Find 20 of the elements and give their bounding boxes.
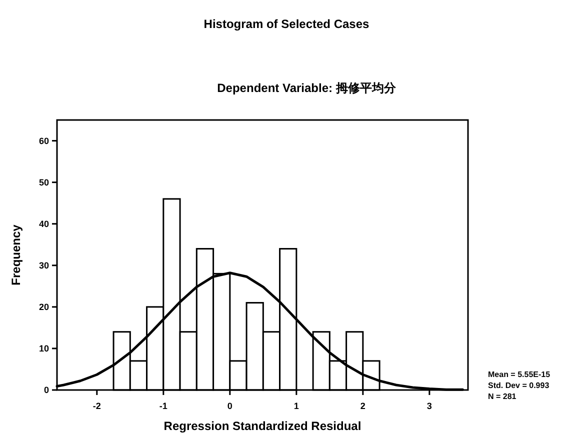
- y-tick-label: 20: [38, 302, 49, 312]
- chart-title: Histogram of Selected Cases: [204, 17, 370, 31]
- y-tick-label: 40: [38, 218, 49, 229]
- y-tick-label: 10: [38, 343, 49, 354]
- x-tick-label: 0: [227, 401, 232, 411]
- text: Mean = 5.55E-15: [488, 370, 551, 379]
- x-tick-label: 1: [294, 401, 299, 411]
- x-tick-label: 3: [426, 401, 432, 411]
- y-axis-title: Frequency: [9, 224, 23, 286]
- y-tick-label: 50: [38, 177, 49, 188]
- y-tick-label: 0: [44, 385, 49, 395]
- x-tick-label: -1: [159, 401, 168, 411]
- x-axis-title: Regression Standardized Residual: [164, 419, 362, 433]
- y-tick-label: 60: [38, 136, 49, 146]
- text: Std. Dev = 0.993: [488, 381, 550, 390]
- text: N = 281: [488, 392, 517, 401]
- chart-subtitle: Dependent Variable: 拇修平均分: [217, 81, 397, 95]
- x-tick-label: 2: [360, 401, 366, 411]
- x-tick-label: -2: [92, 401, 101, 411]
- y-tick-label: 30: [38, 260, 49, 270]
